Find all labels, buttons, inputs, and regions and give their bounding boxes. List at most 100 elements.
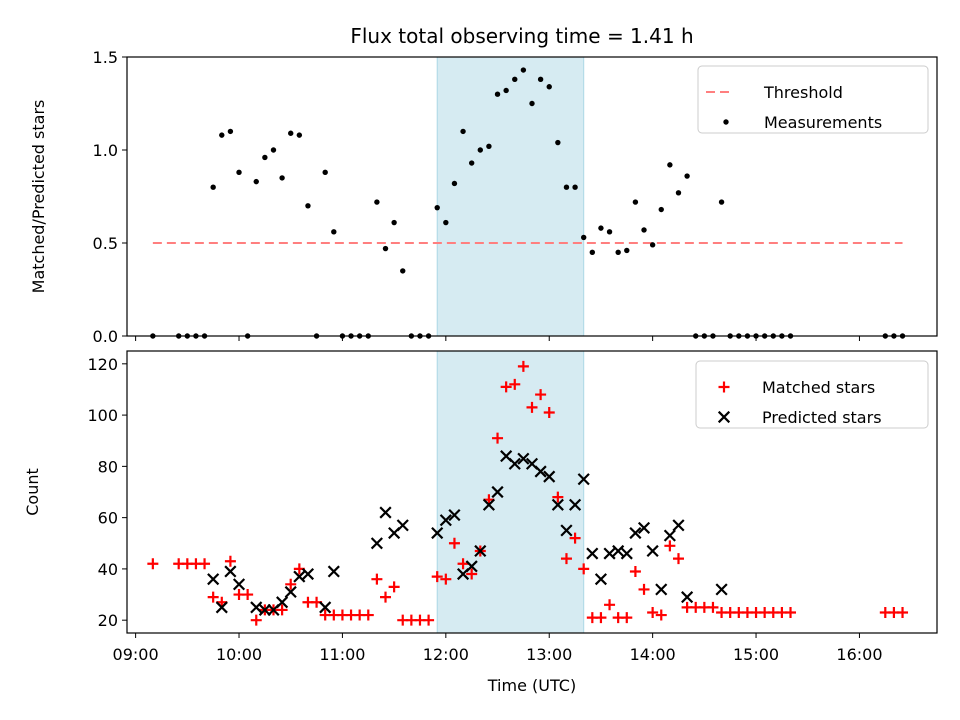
measurement-point (503, 87, 509, 94)
matched-star-point (552, 491, 564, 503)
matched-star-point (457, 558, 469, 570)
matched-star-point (621, 612, 633, 624)
matched-star-point (466, 568, 478, 580)
measurement-point (443, 219, 449, 226)
y-tick-label: 120 (87, 355, 118, 374)
predicted-star-point (293, 570, 306, 583)
matched-star-point (147, 558, 159, 570)
measurement-point (434, 204, 440, 211)
matched-star-point (509, 378, 521, 390)
predicted-star-point (379, 506, 392, 519)
count-y-axis: 20 40 60 80 100 120 (87, 355, 127, 630)
y-tick-label: 0.0 (93, 327, 118, 346)
measurement-point (400, 268, 406, 274)
y-tick-label: 80 (98, 457, 118, 476)
observing-span (436, 56, 585, 337)
ratio-legend: Threshold Measurements (697, 65, 929, 134)
measurement-point (606, 229, 613, 235)
y-tick-label: 40 (98, 560, 118, 579)
predicted-star-point (543, 470, 556, 483)
predicted-star-point (474, 544, 487, 558)
predicted-star-point (431, 526, 444, 540)
predicted-star-point (276, 596, 289, 609)
predicted-star-point (250, 601, 263, 614)
matched-star-point (362, 609, 374, 621)
matched-star-point (276, 604, 288, 616)
matched-star-point (647, 606, 659, 618)
matched-star-point (380, 591, 392, 603)
measurement-point (615, 249, 621, 255)
legend-predicted-swatch (717, 410, 731, 424)
predicted-star-point (508, 457, 521, 470)
measurement-point (563, 184, 570, 190)
matched-star-point (560, 553, 572, 565)
measurement-point (382, 245, 389, 252)
matched-star-point (423, 614, 435, 626)
measurement-point (537, 76, 544, 83)
x-tick-label: 15:00 (733, 645, 779, 664)
ratio-y-axis: 0.0 0.5 1.0 1.5 (93, 48, 127, 346)
matched-star-point (707, 601, 719, 613)
matched-star-point (440, 573, 452, 585)
measurement-point (391, 219, 397, 226)
predicted-star-point (672, 519, 685, 532)
matched-star-point (543, 407, 555, 419)
count-x-axis-label: Time (UTC) (487, 676, 576, 695)
measurement-point (288, 130, 294, 136)
measurement-point (589, 249, 596, 255)
matched-star-point (672, 553, 684, 565)
measurement-point (641, 227, 647, 233)
measurement-point (632, 199, 639, 205)
matched-star-point (199, 558, 211, 570)
matched-star-point (535, 389, 547, 401)
predicted-star-point (629, 526, 642, 540)
predicted-star-point (491, 485, 504, 499)
legend-box (697, 65, 929, 134)
matched-star-point (242, 589, 254, 601)
legend-measurement-swatch (723, 119, 729, 125)
count-panel: 20 40 60 80 100 120 09:00 10:00 11:00 12:00 13:00… (23, 350, 938, 695)
ratio-plot-frame (126, 56, 938, 337)
measurement-point (210, 184, 216, 190)
matched-star-point (224, 555, 236, 567)
ratio-panel: 0.0 0.5 1.0 1.5 Matched/Predicted stars Thr… (29, 48, 938, 346)
x-tick-label: 10:00 (216, 645, 262, 664)
matched-star-point (517, 360, 529, 372)
matched-star-point (500, 381, 512, 393)
count-y-axis-label: Count (23, 468, 42, 516)
measurement-point (219, 132, 225, 138)
predicted-star-point (319, 601, 332, 614)
x-tick-label: 11:00 (319, 645, 365, 664)
legend-label: Matched stars (762, 378, 875, 397)
matched-star-point (526, 401, 538, 413)
measurement-point (555, 139, 561, 146)
measurement-point (279, 175, 285, 181)
matched-star-point (897, 606, 909, 618)
y-tick-label: 0.5 (93, 234, 118, 253)
measurement-point (667, 162, 673, 168)
legend-label: Measurements (764, 113, 882, 132)
predicted-star-point (232, 578, 246, 591)
matched-star-point (578, 563, 590, 575)
y-tick-label: 1.5 (93, 48, 118, 67)
count-x-axis: 09:00 10:00 11:00 12:00 13:00 14:00 15:00 16:00 (113, 633, 883, 664)
measurement-point (468, 160, 475, 166)
measurement-point (529, 100, 535, 107)
measurement-point (227, 128, 234, 135)
predicted-star-point (594, 573, 608, 586)
measurement-point (451, 180, 458, 187)
measurement-point (296, 132, 303, 138)
measurement-point (305, 203, 311, 209)
measurement-point (546, 84, 552, 90)
predicted-star-point (577, 473, 590, 486)
x-tick-label: 14:00 (630, 645, 676, 664)
measurement-point (477, 147, 483, 153)
ratio-y-axis-label: Matched/Predicted stars (29, 100, 48, 294)
measurement-point (270, 147, 277, 153)
predicted-star-point (560, 524, 573, 537)
measurement-point (718, 199, 725, 205)
predicted-star-point (569, 498, 582, 511)
legend-label: Predicted stars (762, 408, 882, 427)
ratio-x-axis (135, 336, 860, 341)
predicted-star-point (586, 547, 599, 560)
